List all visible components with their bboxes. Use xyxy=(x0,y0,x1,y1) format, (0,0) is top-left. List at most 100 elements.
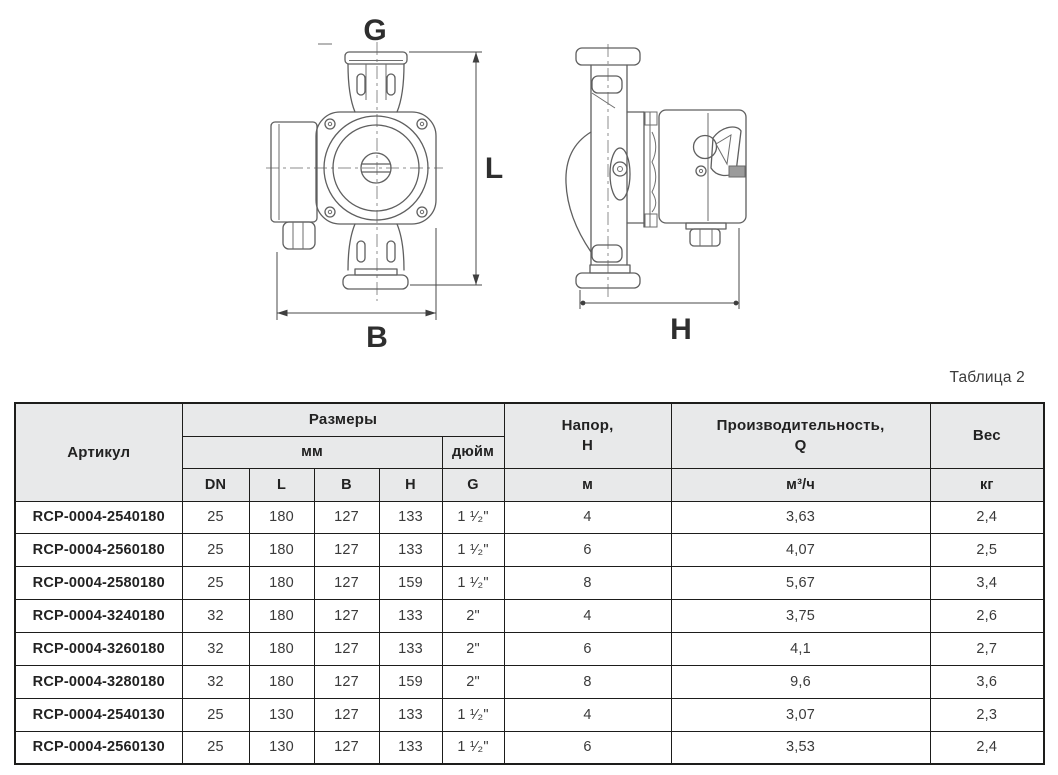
cell-head_m: 4 xyxy=(503,500,672,535)
cell-dn: 32 xyxy=(181,599,250,634)
pump-technical-drawing: L G B xyxy=(266,14,747,354)
cell-b_mm: 127 xyxy=(313,599,380,634)
terminal-box-lip xyxy=(685,222,727,230)
cell-l_mm: 180 xyxy=(248,599,315,634)
bottom-neck-slot-left xyxy=(356,240,366,263)
cell-l_mm: 180 xyxy=(248,632,315,666)
cell-b_mm: 127 xyxy=(313,664,380,699)
cable-gland xyxy=(282,221,316,250)
table-row: RCP-0004-2560180 25 180 127 133 1 ¹⁄₂" 6 4,07 2,… xyxy=(14,533,1045,568)
header-capacity-line1: Производительность, xyxy=(716,417,885,435)
cell-h_mm: 159 xyxy=(378,664,443,699)
header-article: Артикул xyxy=(14,402,183,502)
cell-q_m3h: 4,07 xyxy=(670,533,931,568)
dimension-label-b: B xyxy=(366,321,388,354)
cell-l_mm: 130 xyxy=(248,697,315,732)
spec-table: Артикул Размеры Напор, Н Производительно… xyxy=(14,402,1046,766)
header-head: Напор, Н xyxy=(503,402,672,469)
cell-weight_kg: 2,6 xyxy=(929,599,1045,634)
header-head-line1: Напор, xyxy=(561,417,614,435)
top-neck-slot-right xyxy=(386,73,396,96)
terminal-box-front xyxy=(270,121,318,223)
bottom-neck-slot-right xyxy=(386,240,396,263)
cell-dn: 25 xyxy=(181,566,250,601)
cell-q_m3h: 3,53 xyxy=(670,730,931,765)
cell-g_inch: 2" xyxy=(441,599,505,634)
cell-b_mm: 127 xyxy=(313,533,380,568)
side-bottom-slot xyxy=(591,244,623,263)
side-top-slot xyxy=(591,75,623,94)
table-row: RCP-0004-2580180 25 180 127 159 1 ¹⁄₂" 8 5,67 3,… xyxy=(14,566,1045,601)
cell-q_m3h: 9,6 xyxy=(670,664,931,699)
table-row: RCP-0004-2540180 25 180 127 133 1 ¹⁄₂" 4 3,63 2,… xyxy=(14,500,1045,535)
cell-weight_kg: 2,4 xyxy=(929,500,1045,535)
cell-article: RCP-0004-2560180 xyxy=(14,533,183,568)
side-bottom-flange xyxy=(575,272,641,289)
cell-head_m: 6 xyxy=(503,632,672,666)
cell-weight_kg: 2,3 xyxy=(929,697,1045,732)
cell-g_inch: 1 ¹⁄₂" xyxy=(441,697,505,732)
dimension-label-l: L xyxy=(485,152,503,185)
bottom-flange-lip xyxy=(354,268,398,276)
cell-g_inch: 1 ¹⁄₂" xyxy=(441,533,505,568)
header-capacity-unit: м³/ч xyxy=(670,467,931,502)
cell-head_m: 8 xyxy=(503,664,672,699)
cell-h_mm: 133 xyxy=(378,730,443,765)
cell-dn: 32 xyxy=(181,632,250,666)
cell-head_m: 6 xyxy=(503,533,672,568)
top-neck-slot-left xyxy=(356,73,366,96)
cell-head_m: 4 xyxy=(503,697,672,732)
cell-head_m: 4 xyxy=(503,599,672,634)
header-l: L xyxy=(248,467,315,502)
header-head-unit: м xyxy=(503,467,672,502)
table-row: RCP-0004-3280180 32 180 127 159 2" 8 9,6 3,6 xyxy=(14,664,1045,699)
cell-weight_kg: 2,7 xyxy=(929,632,1045,666)
cell-weight_kg: 2,5 xyxy=(929,533,1045,568)
header-capacity-line2: Q xyxy=(794,436,807,454)
header-inch: дюйм xyxy=(441,435,505,469)
motor-face-inner xyxy=(332,124,420,212)
nameplate xyxy=(728,165,746,178)
cell-h_mm: 133 xyxy=(378,599,443,634)
header-b: B xyxy=(313,467,380,502)
header-weight: Вес xyxy=(929,402,1045,469)
header-weight-unit: кг xyxy=(929,467,1045,502)
table-row: RCP-0004-3260180 32 180 127 133 2" 6 4,1 2,7 xyxy=(14,632,1045,666)
cell-g_inch: 1 ¹⁄₂" xyxy=(441,500,505,535)
cell-q_m3h: 3,07 xyxy=(670,697,931,732)
terminal-box-side xyxy=(689,228,721,247)
cell-h_mm: 133 xyxy=(378,500,443,535)
table-caption: Таблица 2 xyxy=(949,369,1025,386)
volute-profile xyxy=(565,131,592,253)
cell-q_m3h: 3,75 xyxy=(670,599,931,634)
table-row: RCP-0004-3240180 32 180 127 133 2" 4 3,75 2,6 xyxy=(14,599,1045,634)
cell-q_m3h: 4,1 xyxy=(670,632,931,666)
speed-knob-hub xyxy=(692,134,718,160)
cell-article: RCP-0004-2540130 xyxy=(14,697,183,732)
cell-l_mm: 180 xyxy=(248,664,315,699)
cell-weight_kg: 3,4 xyxy=(929,566,1045,601)
cell-article: RCP-0004-3240180 xyxy=(14,599,183,634)
cell-h_mm: 133 xyxy=(378,697,443,732)
bottom-flange xyxy=(342,274,409,290)
cell-b_mm: 127 xyxy=(313,697,380,732)
cell-dn: 32 xyxy=(181,664,250,699)
cell-article: RCP-0004-3260180 xyxy=(14,632,183,666)
screw xyxy=(695,165,707,177)
shaft-plug xyxy=(360,152,392,184)
cell-article: RCP-0004-2580180 xyxy=(14,566,183,601)
cell-h_mm: 159 xyxy=(378,566,443,601)
cell-dn: 25 xyxy=(181,500,250,535)
dimension-label-h: H xyxy=(670,313,692,346)
pump-side-view: H xyxy=(565,44,747,346)
cell-h_mm: 133 xyxy=(378,533,443,568)
cell-dn: 25 xyxy=(181,533,250,568)
cell-g_inch: 2" xyxy=(441,664,505,699)
table-body: RCP-0004-2540180 25 180 127 133 1 ¹⁄₂" 4 3,63 2,… xyxy=(14,500,1045,765)
cell-weight_kg: 3,6 xyxy=(929,664,1045,699)
header-mm: мм xyxy=(181,435,443,469)
volute-housing xyxy=(315,111,437,225)
cell-b_mm: 127 xyxy=(313,500,380,535)
housing-boss xyxy=(609,147,631,201)
